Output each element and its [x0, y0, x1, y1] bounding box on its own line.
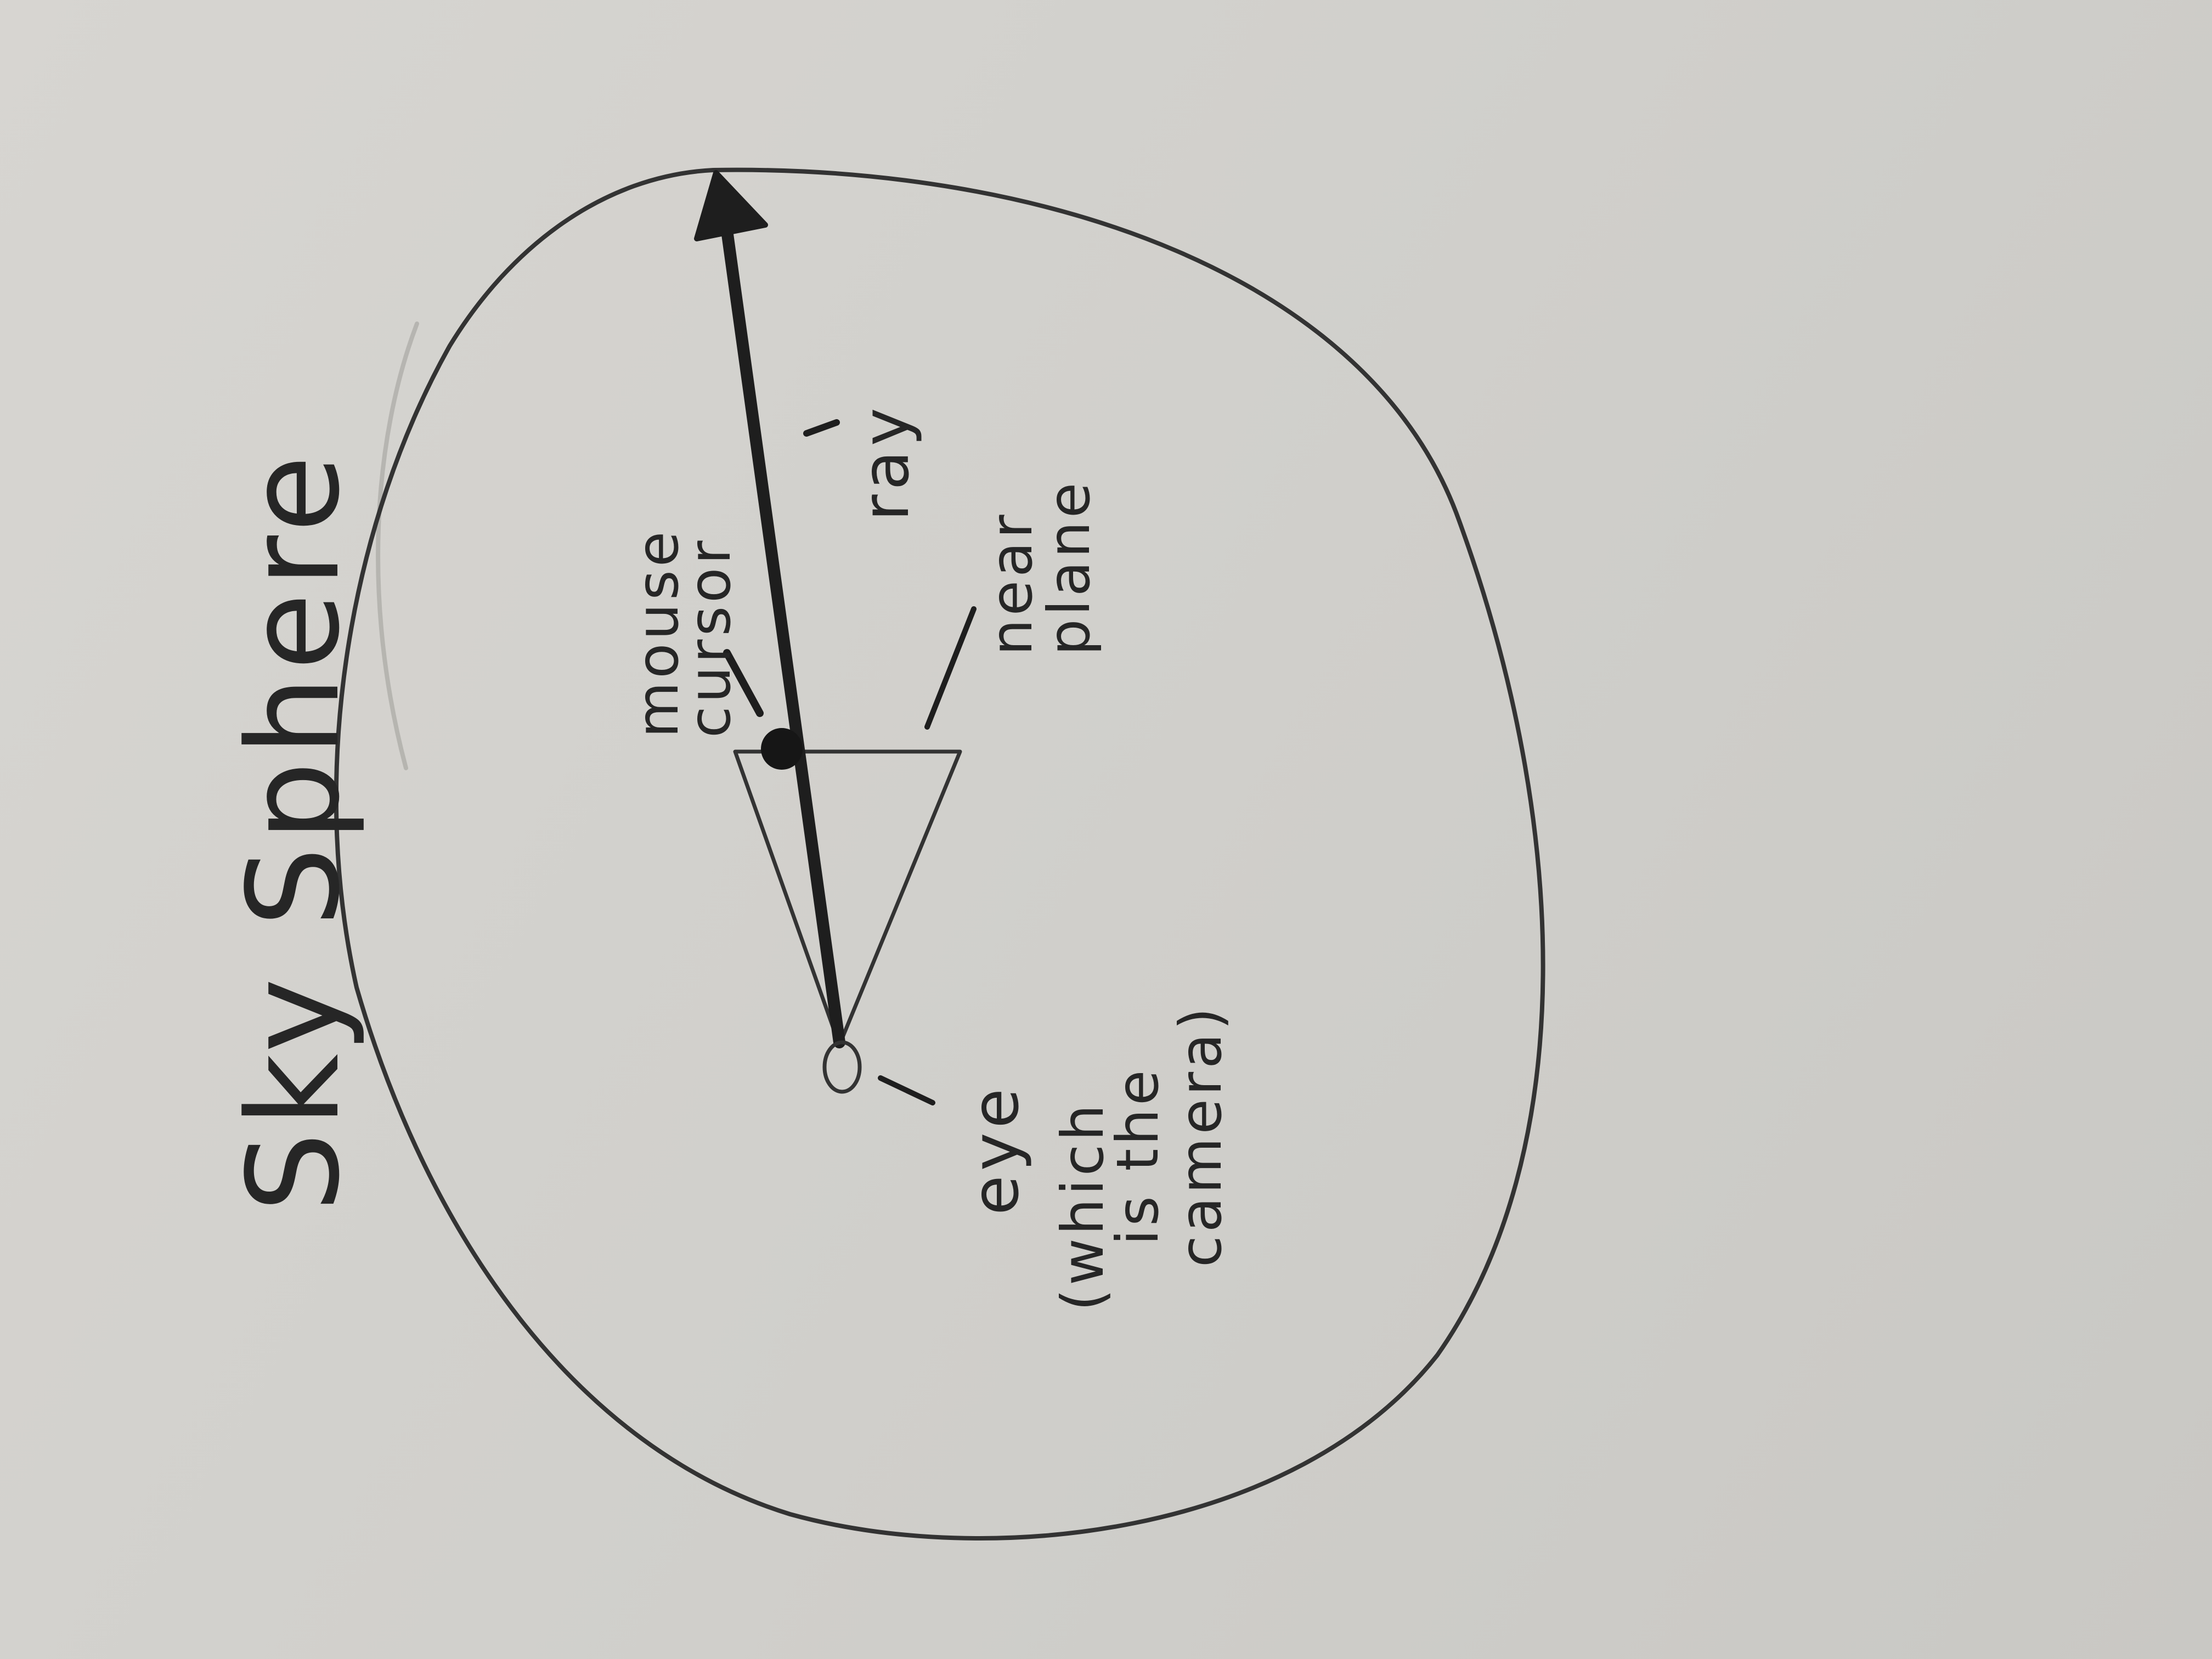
ray-leader	[803, 419, 840, 437]
eye-label-line4: camera)	[1167, 1005, 1234, 1267]
ray-label: ray	[848, 403, 923, 521]
diagram-title: Sky Sphere	[221, 450, 368, 1213]
near-plane-label-line1: near	[978, 511, 1045, 656]
eye-label-line3: is the	[1104, 1066, 1171, 1245]
mouse-cursor-label-line1: mouse	[624, 528, 691, 738]
view-frustum	[733, 749, 962, 1047]
mouse-cursor-leader	[723, 649, 764, 717]
mouse-cursor-point	[761, 728, 803, 770]
eye-label-line1: eye	[957, 1084, 1033, 1215]
faint-pencil-arc	[376, 321, 419, 770]
near-plane-label-line2: plane	[1036, 479, 1103, 656]
eye-label-line2: (which	[1049, 1101, 1116, 1311]
ray-arrowhead	[694, 170, 768, 241]
mouse-cursor-label-line2: cursor	[676, 537, 743, 738]
eye-leader	[878, 1075, 935, 1105]
eye-point	[822, 1040, 862, 1094]
ray-arrow	[721, 224, 845, 1048]
near-plane-leader	[924, 606, 977, 730]
sky-sphere-circle	[334, 167, 1545, 1541]
